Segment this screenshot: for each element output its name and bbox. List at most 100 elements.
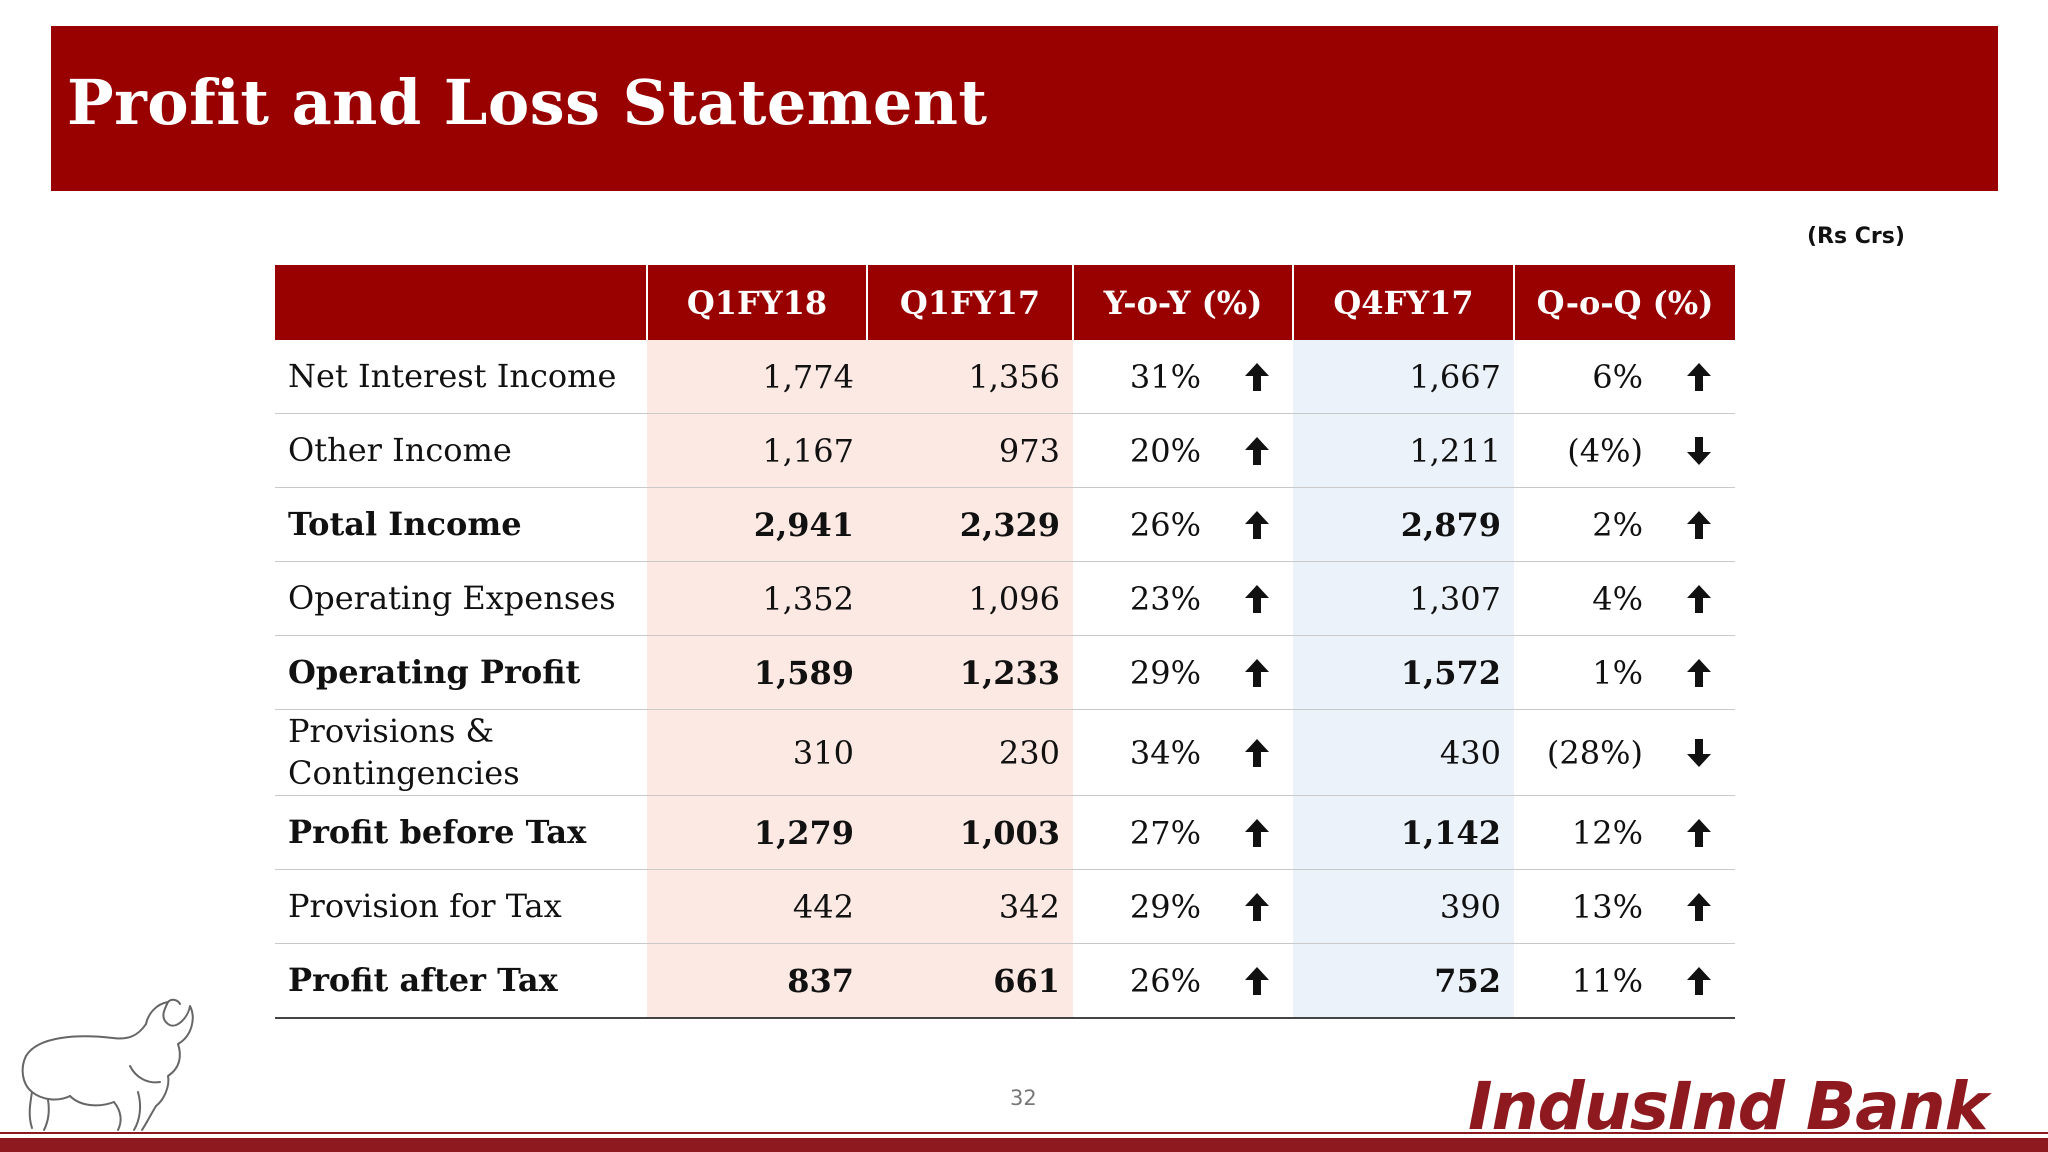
arrow-up-icon <box>1685 361 1735 393</box>
arrow-up-icon <box>1685 657 1735 689</box>
cell-qoq: 6% <box>1514 340 1735 414</box>
table-row: Net Interest Income 1,774 1,356 31% 1,66… <box>275 340 1735 414</box>
arrow-down-icon <box>1685 435 1735 467</box>
cell-q1fy18: 1,352 <box>647 561 867 636</box>
qoq-value: 6% <box>1592 357 1643 396</box>
cell-q4fy17: 1,211 <box>1293 413 1514 488</box>
column-header-q1fy17: Q1FY17 <box>867 265 1074 340</box>
cell-yoy: 20% <box>1073 413 1293 488</box>
cell-qoq: (28%) <box>1514 709 1735 796</box>
row-label-line: Provisions & <box>288 711 495 750</box>
cell-qoq: 11% <box>1514 943 1735 1019</box>
arrow-up-icon <box>1243 657 1293 689</box>
arrow-up-icon <box>1243 509 1293 541</box>
unit-note: (Rs Crs) <box>1807 224 1905 249</box>
cell-q1fy17: 342 <box>867 869 1073 944</box>
cell-yoy: 23% <box>1073 561 1293 636</box>
cell-yoy: 26% <box>1073 487 1293 562</box>
cell-q4fy17: 1,142 <box>1293 795 1514 870</box>
qoq-value: (28%) <box>1546 733 1643 772</box>
table-row: Operating Profit 1,589 1,233 29% 1,572 1… <box>275 635 1735 710</box>
cell-yoy: 27% <box>1073 795 1293 870</box>
row-label-line: Contingencies <box>288 753 520 792</box>
yoy-value: 27% <box>1129 813 1201 852</box>
table-row: Profit before Tax 1,279 1,003 27% 1,142 … <box>275 795 1735 870</box>
row-label: Net Interest Income <box>275 340 647 414</box>
cell-qoq: 4% <box>1514 561 1735 636</box>
qoq-value: 11% <box>1571 961 1643 1000</box>
row-label: Operating Profit <box>275 635 647 710</box>
qoq-value: 4% <box>1592 579 1643 618</box>
page-title: Profit and Loss Statement <box>67 66 988 139</box>
cell-yoy: 26% <box>1073 943 1293 1019</box>
cell-qoq: 12% <box>1514 795 1735 870</box>
footer-bar <box>0 1138 2048 1152</box>
arrow-up-icon <box>1243 737 1293 769</box>
qoq-value: 12% <box>1571 813 1643 852</box>
table-header-row: Q1FY18 Q1FY17 Y-o-Y (%) Q4FY17 Q-o-Q (%) <box>275 265 1735 340</box>
arrow-up-icon <box>1243 817 1293 849</box>
cell-q1fy18: 1,279 <box>647 795 867 870</box>
arrow-up-icon <box>1685 817 1735 849</box>
yoy-value: 20% <box>1129 431 1201 470</box>
row-label: Total Income <box>275 487 647 562</box>
cell-yoy: 34% <box>1073 709 1293 796</box>
yoy-value: 29% <box>1129 887 1201 926</box>
cell-qoq: 1% <box>1514 635 1735 710</box>
arrow-up-icon <box>1243 435 1293 467</box>
cell-yoy: 29% <box>1073 635 1293 710</box>
column-header-label <box>275 265 648 340</box>
cell-qoq: (4%) <box>1514 413 1735 488</box>
cell-q1fy18: 2,941 <box>647 487 867 562</box>
page-number: 32 <box>1010 1086 1037 1110</box>
arrow-up-icon <box>1685 583 1735 615</box>
cell-yoy: 31% <box>1073 340 1293 414</box>
table-row: Total Income 2,941 2,329 26% 2,879 2% <box>275 487 1735 562</box>
qoq-value: 13% <box>1571 887 1643 926</box>
yoy-value: 26% <box>1129 961 1201 1000</box>
row-label: Operating Expenses <box>275 561 647 636</box>
arrow-up-icon <box>1243 891 1293 923</box>
row-label: Provision for Tax <box>275 869 647 944</box>
cell-q1fy18: 442 <box>647 869 867 944</box>
cell-q1fy17: 1,356 <box>867 340 1073 414</box>
cell-q1fy17: 2,329 <box>867 487 1073 562</box>
table-row: Profit after Tax 837 661 26% 752 11% <box>275 943 1735 1019</box>
row-label: Profit after Tax <box>275 943 647 1019</box>
cell-yoy: 29% <box>1073 869 1293 944</box>
title-bar: Profit and Loss Statement <box>51 26 1998 191</box>
table-row: Other Income 1,167 973 20% 1,211 (4%) <box>275 413 1735 488</box>
column-header-yoy: Y-o-Y (%) <box>1073 265 1294 340</box>
yoy-value: 31% <box>1129 357 1201 396</box>
column-header-qoq: Q-o-Q (%) <box>1514 265 1735 340</box>
yoy-value: 23% <box>1129 579 1201 618</box>
qoq-value: 1% <box>1592 653 1643 692</box>
cell-q4fy17: 1,307 <box>1293 561 1514 636</box>
arrow-up-icon <box>1243 583 1293 615</box>
arrow-up-icon <box>1243 361 1293 393</box>
cell-q1fy17: 230 <box>867 709 1073 796</box>
row-label: Other Income <box>275 413 647 488</box>
arrow-up-icon <box>1685 965 1735 997</box>
cell-q4fy17: 1,667 <box>1293 340 1514 414</box>
arrow-down-icon <box>1685 737 1735 769</box>
cell-q1fy17: 1,096 <box>867 561 1073 636</box>
profit-loss-table: Q1FY18 Q1FY17 Y-o-Y (%) Q4FY17 Q-o-Q (%)… <box>275 265 1735 1019</box>
yoy-value: 29% <box>1129 653 1201 692</box>
cell-qoq: 2% <box>1514 487 1735 562</box>
cell-q4fy17: 390 <box>1293 869 1514 944</box>
cell-q1fy18: 837 <box>647 943 867 1019</box>
yoy-value: 34% <box>1129 733 1201 772</box>
table-row: Operating Expenses 1,352 1,096 23% 1,307… <box>275 561 1735 636</box>
cell-q4fy17: 2,879 <box>1293 487 1514 562</box>
bull-emblem-icon <box>18 996 203 1140</box>
table-row: Provision for Tax 442 342 29% 390 13% <box>275 869 1735 944</box>
cell-qoq: 13% <box>1514 869 1735 944</box>
arrow-up-icon <box>1243 965 1293 997</box>
footer-divider <box>0 1132 2048 1134</box>
cell-q4fy17: 430 <box>1293 709 1514 796</box>
row-label: Provisions & Contingencies <box>275 709 647 796</box>
cell-q1fy17: 1,233 <box>867 635 1073 710</box>
cell-q4fy17: 752 <box>1293 943 1514 1019</box>
yoy-value: 26% <box>1129 505 1201 544</box>
